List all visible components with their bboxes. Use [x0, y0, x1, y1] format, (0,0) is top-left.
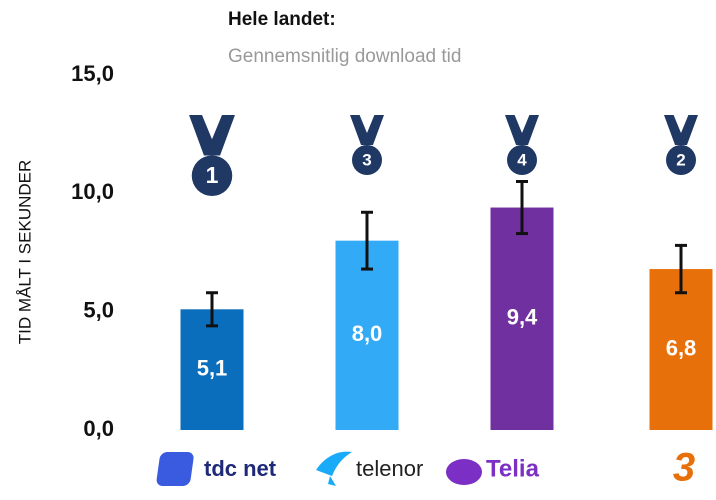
- x-tick-label: 3: [673, 446, 695, 490]
- y-axis-label: TID MÅLT I SEKUNDER: [15, 160, 34, 345]
- medal-ribbon: [189, 115, 235, 156]
- medal: [352, 145, 382, 175]
- y-tick-label: 0,0: [83, 416, 114, 441]
- medal: [666, 145, 696, 175]
- telia-logo-icon: [446, 459, 482, 485]
- medal-rank: 4: [517, 150, 527, 169]
- tdc-logo-icon: [156, 452, 194, 486]
- telenor-logo-icon: [316, 451, 352, 486]
- medal-ribbon: [664, 115, 698, 145]
- x-tick-label: Telia: [486, 455, 540, 482]
- medal-rank: 3: [362, 150, 371, 169]
- y-tick-label: 5,0: [83, 297, 114, 322]
- x-tick-label: tdc net: [204, 456, 277, 481]
- value-label: 6,8: [666, 335, 697, 360]
- medal-rank: 1: [206, 162, 219, 188]
- chart-subtitle: Gennemsnitlig download tid: [228, 46, 461, 67]
- value-label: 9,4: [507, 305, 538, 330]
- value-label: 8,0: [352, 321, 383, 346]
- medal: [507, 145, 537, 175]
- bar: [335, 240, 399, 430]
- bar: [649, 269, 713, 430]
- medal-rank: 2: [676, 150, 685, 169]
- chart-title: Hele landet:: [228, 9, 336, 30]
- y-tick-label: 15,0: [71, 61, 114, 86]
- bar: [490, 207, 554, 430]
- x-tick-label: telenor: [356, 456, 423, 481]
- y-tick-label: 10,0: [71, 179, 114, 204]
- medal: [191, 155, 233, 196]
- medal-ribbon: [350, 115, 384, 145]
- medal-ribbon: [505, 115, 539, 145]
- value-label: 5,1: [197, 355, 228, 380]
- bar: [180, 309, 244, 430]
